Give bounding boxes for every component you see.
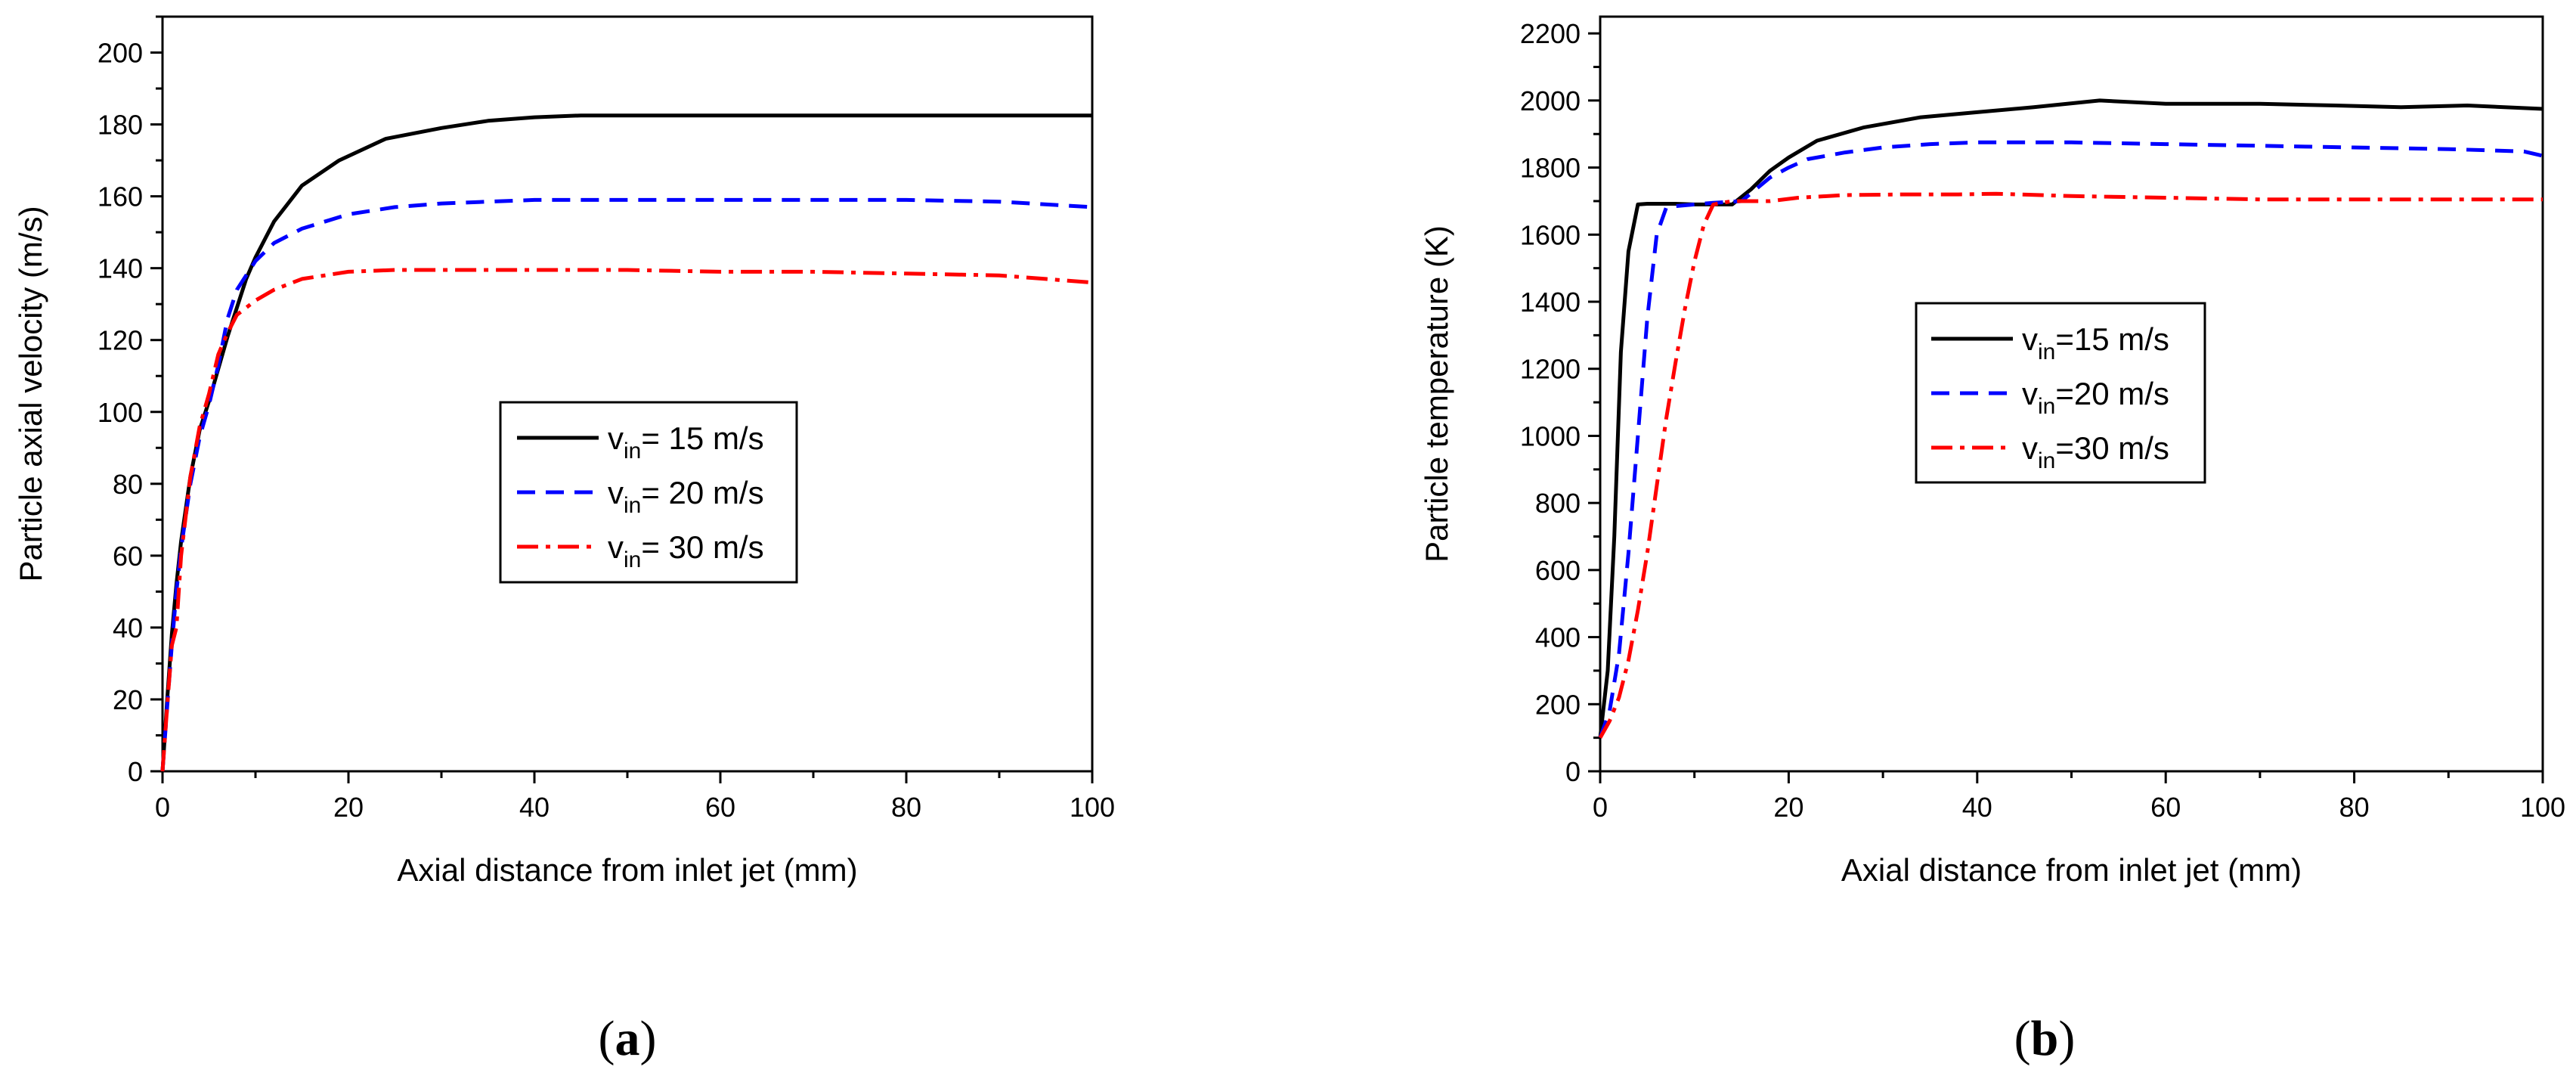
y-tick-label-b-200: 200 xyxy=(1535,689,1581,720)
panel-label-a: (a) xyxy=(599,1011,657,1066)
y-tick-label-b-2000: 2000 xyxy=(1520,85,1581,116)
y-tick-label-a-180: 180 xyxy=(98,110,143,141)
series-line-b-3 xyxy=(1598,191,2543,739)
legend-label-rest: =30 m/s xyxy=(2055,430,2169,466)
y-tick-label-a-20: 20 xyxy=(113,684,143,715)
legend-label-main: v xyxy=(608,420,624,456)
x-tick-label-a-80: 80 xyxy=(891,792,921,823)
y-tick-label-b-1600: 1600 xyxy=(1520,219,1581,250)
y-tick-label-b-2200: 2200 xyxy=(1520,18,1581,49)
y-tick-label-a-160: 160 xyxy=(98,181,143,212)
panel-label-open: ( xyxy=(599,1011,615,1066)
y-tick-label-b-1200: 1200 xyxy=(1520,354,1581,385)
legend-label-b-1: vin=15 m/s xyxy=(2022,321,2169,364)
y-tick-label-b-400: 400 xyxy=(1535,622,1581,653)
legend-label-main: v xyxy=(608,529,624,565)
legend-label-subscript: in xyxy=(2038,394,2055,419)
panel-label-open: ( xyxy=(2014,1011,2031,1066)
y-tick-label-a-120: 120 xyxy=(98,325,143,356)
legend-label-main: v xyxy=(2022,321,2038,357)
panel-label-close: ) xyxy=(2058,1011,2075,1066)
panel-label-b: (b) xyxy=(2014,1011,2076,1066)
y-tick-label-a-100: 100 xyxy=(98,397,143,428)
y-tick-label-b-800: 800 xyxy=(1535,488,1581,519)
legend-label-subscript: in xyxy=(2038,340,2055,364)
plot-frame-a xyxy=(161,15,1094,773)
x-tick-label-a-0: 0 xyxy=(155,792,170,823)
legend-label-a-3: vin= 30 m/s xyxy=(608,529,764,572)
legend-label-rest: = 20 m/s xyxy=(641,475,763,510)
legend-label-subscript: in xyxy=(624,493,641,518)
series-line-b-2 xyxy=(1598,140,2543,739)
legend-box-a xyxy=(499,401,798,584)
y-tick-label-a-140: 140 xyxy=(98,253,143,284)
legend-label-rest: = 30 m/s xyxy=(641,529,763,565)
y-tick-label-a-40: 40 xyxy=(113,612,143,643)
x-tick-label-a-100: 100 xyxy=(1070,792,1115,823)
x-axis-title-a: Axial distance from inlet jet (mm) xyxy=(397,852,857,888)
chart-panel-b: 0 20 40 60 80 1000200400600800100012001400160… xyxy=(1419,15,2565,888)
x-tick-label-b-80: 80 xyxy=(2339,792,2370,823)
y-axis-title-b: Particle temperature (K) xyxy=(1419,225,1454,563)
legend-label-a-1: vin= 15 m/s xyxy=(608,420,764,464)
chart-panel-a: 0 20 40 60 80 100 0 20 40 60 80 100 120 140 160 180 200 A… xyxy=(13,15,1115,888)
legend-label-b-2: vin=20 m/s xyxy=(2022,376,2169,419)
series-line-a-3 xyxy=(160,268,1093,772)
x-tick-label-b-60: 60 xyxy=(2150,792,2181,823)
y-tick-label-a-60: 60 xyxy=(113,541,143,572)
x-tick-label-b-100: 100 xyxy=(2520,792,2565,823)
y-tick-label-b-600: 600 xyxy=(1535,555,1581,586)
legend-label-main: v xyxy=(2022,430,2038,466)
y-tick-label-b-1400: 1400 xyxy=(1520,287,1581,318)
y-tick-label-b-1000: 1000 xyxy=(1520,420,1581,451)
legend-label-main: v xyxy=(608,475,624,510)
series-line-b-1 xyxy=(1598,98,2543,738)
legend-label-subscript: in xyxy=(624,547,641,572)
legend-label-rest: =20 m/s xyxy=(2055,376,2169,411)
legend-label-b-3: vin=30 m/s xyxy=(2022,430,2169,473)
legend-label-rest: = 15 m/s xyxy=(641,420,763,456)
panel-label-letter: a xyxy=(615,1011,640,1066)
legend-label-subscript: in xyxy=(624,439,641,464)
y-tick-label-b-1800: 1800 xyxy=(1520,153,1581,184)
y-tick-label-a-0: 0 xyxy=(128,756,143,787)
x-tick-label-a-60: 60 xyxy=(705,792,735,823)
y-tick-label-a-200: 200 xyxy=(98,38,143,69)
panel-label-letter: b xyxy=(2031,1011,2059,1066)
panel-label-close: ) xyxy=(640,1011,657,1066)
legend-label-rest: =15 m/s xyxy=(2055,321,2169,357)
legend-label-a-2: vin= 20 m/s xyxy=(608,475,764,518)
y-tick-label-b-0: 0 xyxy=(1565,756,1581,787)
x-tick-label-a-40: 40 xyxy=(519,792,550,823)
x-axis-title-b: Axial distance from inlet jet (mm) xyxy=(1841,852,2302,888)
x-tick-label-b-0: 0 xyxy=(1593,792,1608,823)
y-axis-title-a: Particle axial velocity (m/s) xyxy=(13,206,48,581)
x-tick-label-b-40: 40 xyxy=(1962,792,1992,823)
y-tick-label-a-80: 80 xyxy=(113,469,143,500)
legend-label-main: v xyxy=(2022,376,2038,411)
legend-label-subscript: in xyxy=(2038,448,2055,473)
x-tick-label-b-20: 20 xyxy=(1773,792,1804,823)
x-tick-label-a-20: 20 xyxy=(333,792,364,823)
